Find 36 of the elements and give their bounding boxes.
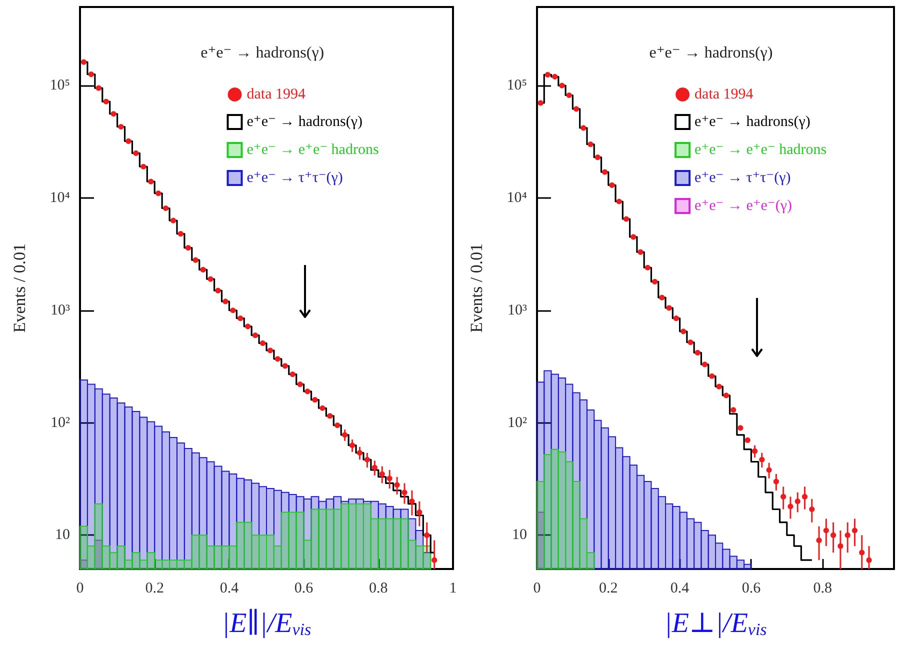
- x-tick-label: 1: [449, 580, 457, 596]
- x-tick-label: 0.2: [599, 580, 618, 596]
- y-tick-label: 10⁵: [50, 78, 70, 94]
- x-tick-label: 0.6: [742, 580, 762, 596]
- legend-label: e⁺e⁻ → e⁺e⁻ hadrons: [694, 142, 827, 158]
- x-tick-label: 0.8: [369, 580, 388, 596]
- y-tick-label: 10: [512, 527, 527, 544]
- y-tick-label: 10: [55, 527, 70, 544]
- legend-label: e⁺e⁻ → hadrons(γ): [246, 114, 363, 130]
- x-tick-label: 0.2: [145, 580, 164, 596]
- y-axis-title: Events / 0.01: [10, 243, 29, 333]
- x-tick-label: 0.6: [294, 580, 314, 596]
- y-tick-label: 10³: [508, 302, 528, 318]
- x-tick-label: 0: [533, 580, 541, 596]
- legend-label: e⁺e⁻ → τ⁺τ⁻(γ): [694, 170, 791, 186]
- legend-label: data 1994: [246, 86, 306, 102]
- x-tick-label: 0.8: [813, 580, 832, 596]
- y-tick-label: 10²: [508, 414, 528, 431]
- legend-label: e⁺e⁻ → e⁺e⁻(γ): [694, 198, 792, 214]
- legend-label: e⁺e⁻ → hadrons(γ): [694, 114, 810, 130]
- x-tick-label: 0.4: [670, 580, 690, 596]
- y-tick-label: 10²: [50, 414, 70, 431]
- text: e⁺e⁻ → hadrons(γ): [649, 44, 773, 62]
- y-tick-label: 10⁴: [50, 190, 70, 206]
- x-axis-title: |E⊥|/Evis: [664, 608, 768, 639]
- x-tick-label: 0: [76, 580, 84, 596]
- legend-label: e⁺e⁻ → e⁺e⁻ hadrons: [246, 142, 379, 158]
- x-axis-title: |E∥|/Evis: [222, 608, 312, 639]
- legend-label: e⁺e⁻ → τ⁺τ⁻(γ): [246, 170, 343, 186]
- y-tick-label: 10³: [50, 302, 70, 318]
- y-tick-label: 10⁴: [506, 190, 527, 206]
- y-tick-label: 10⁵: [506, 78, 527, 94]
- x-tick-label: 0.4: [220, 580, 240, 596]
- legend-label: data 1994: [694, 86, 754, 102]
- y-axis-title: Events / 0.01: [467, 243, 486, 333]
- text: e⁺e⁻ → hadrons(γ): [200, 44, 324, 62]
